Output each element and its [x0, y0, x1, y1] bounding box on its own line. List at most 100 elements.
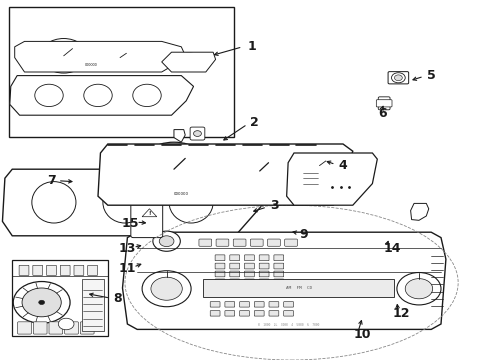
Circle shape — [142, 271, 191, 307]
Circle shape — [58, 318, 74, 330]
FancyBboxPatch shape — [240, 302, 249, 307]
FancyBboxPatch shape — [203, 279, 394, 297]
FancyBboxPatch shape — [210, 302, 220, 307]
FancyBboxPatch shape — [274, 279, 284, 285]
FancyBboxPatch shape — [245, 271, 254, 277]
FancyBboxPatch shape — [47, 265, 56, 275]
Text: 11: 11 — [119, 262, 136, 275]
Circle shape — [48, 44, 79, 67]
FancyBboxPatch shape — [376, 100, 392, 107]
Text: 4: 4 — [339, 159, 347, 172]
Circle shape — [304, 154, 335, 177]
FancyBboxPatch shape — [378, 97, 390, 110]
FancyBboxPatch shape — [245, 263, 254, 269]
FancyBboxPatch shape — [49, 322, 63, 334]
Polygon shape — [122, 232, 446, 329]
Text: 13: 13 — [119, 242, 136, 255]
FancyBboxPatch shape — [245, 255, 254, 261]
FancyBboxPatch shape — [240, 311, 249, 316]
Text: 3: 3 — [270, 199, 279, 212]
FancyBboxPatch shape — [250, 239, 263, 246]
Circle shape — [237, 154, 282, 188]
Ellipse shape — [169, 181, 213, 223]
Circle shape — [137, 142, 211, 196]
FancyBboxPatch shape — [230, 255, 240, 261]
Polygon shape — [287, 153, 377, 205]
Circle shape — [176, 131, 184, 137]
Text: 5: 5 — [427, 69, 436, 82]
Text: 15: 15 — [121, 217, 139, 230]
Circle shape — [178, 53, 199, 68]
Circle shape — [148, 150, 199, 188]
FancyBboxPatch shape — [19, 265, 29, 275]
FancyBboxPatch shape — [284, 311, 294, 316]
FancyBboxPatch shape — [274, 271, 284, 277]
Circle shape — [394, 75, 402, 81]
Circle shape — [22, 288, 61, 317]
Circle shape — [39, 300, 45, 305]
Circle shape — [153, 231, 180, 251]
FancyBboxPatch shape — [18, 322, 31, 334]
Polygon shape — [411, 203, 429, 220]
Circle shape — [101, 44, 139, 71]
FancyBboxPatch shape — [33, 265, 43, 275]
FancyBboxPatch shape — [215, 271, 225, 277]
FancyBboxPatch shape — [65, 322, 78, 334]
FancyBboxPatch shape — [259, 279, 269, 285]
Polygon shape — [2, 169, 272, 236]
Text: !: ! — [148, 211, 151, 216]
FancyBboxPatch shape — [216, 239, 229, 246]
Text: 0  1000  2L  3000  4  5000  6  7000: 0 1000 2L 3000 4 5000 6 7000 — [259, 323, 319, 327]
Text: 7: 7 — [47, 174, 56, 186]
FancyBboxPatch shape — [274, 263, 284, 269]
Text: 1: 1 — [248, 40, 257, 53]
FancyBboxPatch shape — [269, 302, 279, 307]
Text: 2: 2 — [250, 116, 259, 129]
FancyBboxPatch shape — [274, 255, 284, 261]
FancyBboxPatch shape — [74, 265, 84, 275]
Polygon shape — [174, 130, 185, 142]
FancyBboxPatch shape — [259, 263, 269, 269]
FancyBboxPatch shape — [230, 263, 240, 269]
Text: 10: 10 — [354, 328, 371, 341]
FancyBboxPatch shape — [131, 202, 163, 238]
FancyBboxPatch shape — [215, 263, 225, 269]
Text: OOOOOO: OOOOOO — [174, 192, 189, 196]
Text: OOOOOO: OOOOOO — [84, 63, 97, 67]
Circle shape — [13, 282, 70, 323]
Text: 8: 8 — [113, 292, 122, 305]
FancyBboxPatch shape — [233, 239, 246, 246]
FancyBboxPatch shape — [225, 311, 235, 316]
Circle shape — [328, 158, 358, 180]
Circle shape — [392, 73, 405, 83]
FancyBboxPatch shape — [59, 63, 122, 68]
Ellipse shape — [84, 84, 112, 107]
FancyBboxPatch shape — [215, 255, 225, 261]
FancyBboxPatch shape — [254, 311, 264, 316]
FancyBboxPatch shape — [9, 7, 234, 137]
FancyBboxPatch shape — [225, 302, 235, 307]
Ellipse shape — [35, 84, 63, 107]
FancyBboxPatch shape — [388, 72, 409, 84]
Polygon shape — [10, 76, 194, 115]
Text: 6: 6 — [378, 107, 387, 120]
FancyBboxPatch shape — [230, 279, 240, 285]
FancyBboxPatch shape — [60, 265, 70, 275]
FancyBboxPatch shape — [12, 260, 108, 336]
FancyBboxPatch shape — [259, 255, 269, 261]
Circle shape — [108, 49, 132, 67]
Ellipse shape — [32, 181, 76, 223]
Circle shape — [405, 279, 433, 299]
FancyBboxPatch shape — [245, 279, 254, 285]
FancyBboxPatch shape — [147, 190, 216, 197]
FancyBboxPatch shape — [199, 239, 212, 246]
FancyBboxPatch shape — [269, 311, 279, 316]
Circle shape — [228, 148, 292, 194]
FancyBboxPatch shape — [268, 239, 280, 246]
Text: AM  FM  CD: AM FM CD — [286, 286, 312, 290]
Polygon shape — [15, 41, 186, 72]
Circle shape — [40, 39, 87, 73]
FancyBboxPatch shape — [284, 302, 294, 307]
FancyBboxPatch shape — [190, 127, 205, 140]
FancyBboxPatch shape — [230, 271, 240, 277]
